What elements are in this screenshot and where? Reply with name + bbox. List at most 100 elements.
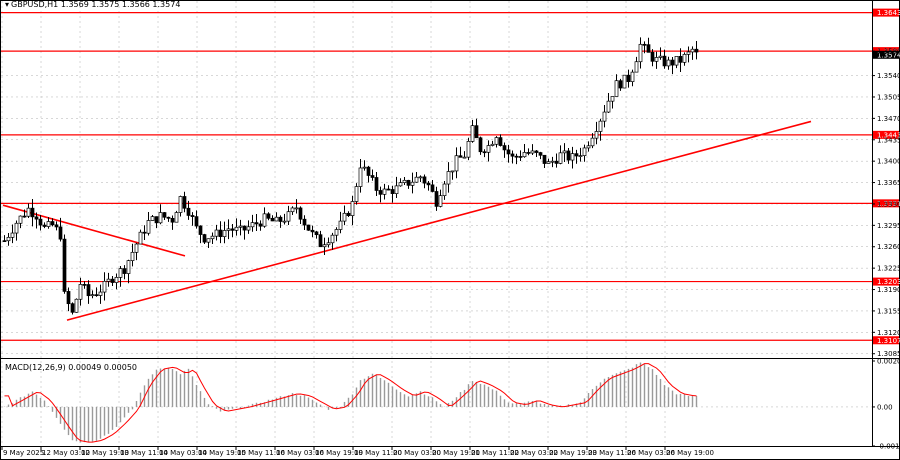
macd-signal-line bbox=[4, 363, 697, 443]
candle-body bbox=[42, 224, 47, 227]
time-tick-label: 26 May 19:00 bbox=[666, 449, 714, 457]
candle-body bbox=[166, 216, 171, 219]
candle-body bbox=[370, 175, 375, 178]
price-tick-label: 1.3225 bbox=[877, 265, 900, 273]
candle-body bbox=[190, 215, 195, 217]
macd-panel: 0.00207 0.00 -0.00176 bbox=[1, 358, 900, 451]
candle-body bbox=[558, 152, 563, 164]
price-tick-label: 1.3190 bbox=[877, 286, 900, 294]
price-tick-label: 1.3155 bbox=[877, 307, 900, 315]
price-tick-label: 1.3120 bbox=[877, 329, 900, 337]
candle-body bbox=[582, 147, 587, 156]
time-tick-label: 22 May 19:00 bbox=[549, 449, 597, 457]
level-price-label: 1.3331 bbox=[877, 200, 900, 208]
candle-body bbox=[234, 226, 239, 231]
candle-body bbox=[310, 229, 315, 233]
candle-body bbox=[322, 244, 327, 248]
price-tick-label: 1.3435 bbox=[877, 136, 900, 144]
candle-body bbox=[222, 230, 227, 238]
candle-body bbox=[186, 207, 191, 216]
candle-body bbox=[34, 216, 39, 220]
time-tick-label: 20 May 03:00 bbox=[393, 449, 441, 457]
macd-tick-label: 0.00207 bbox=[877, 358, 900, 366]
time-tick-label: 16 May 03:00 bbox=[276, 449, 324, 457]
candle-body bbox=[450, 170, 455, 173]
candle-body bbox=[602, 111, 607, 122]
price-tick-label: 1.3295 bbox=[877, 222, 900, 230]
candle-body bbox=[626, 74, 631, 82]
candle-body bbox=[598, 120, 603, 132]
candle-body bbox=[646, 44, 651, 53]
candle-body bbox=[274, 216, 279, 222]
candle-body bbox=[106, 278, 111, 282]
time-tick-label: 26 May 03:00 bbox=[627, 449, 675, 457]
candle-body bbox=[162, 212, 167, 218]
level-price-label: 1.3203 bbox=[877, 278, 900, 286]
macd-tick-label: 0.00 bbox=[877, 403, 893, 411]
candle-body bbox=[578, 155, 583, 157]
candle-body bbox=[18, 215, 23, 224]
trend-line bbox=[66, 120, 812, 321]
candle-body bbox=[534, 150, 539, 153]
candle-body bbox=[38, 218, 43, 226]
current-price-label: 1.3574 bbox=[877, 51, 900, 59]
candle-body bbox=[266, 213, 271, 219]
price-tick-label: 1.3580 bbox=[877, 48, 900, 56]
candle-body bbox=[290, 207, 295, 213]
candle-body bbox=[150, 216, 155, 221]
candle-body bbox=[74, 298, 79, 313]
candle-body bbox=[62, 238, 67, 292]
candle-body bbox=[462, 156, 467, 159]
candle-body bbox=[682, 54, 687, 63]
candle-body bbox=[406, 179, 411, 186]
candle-body bbox=[458, 155, 463, 158]
grid bbox=[1, 0, 899, 447]
candle-body bbox=[314, 231, 319, 236]
level-price-label: 1.3107 bbox=[877, 337, 900, 345]
price-tick-label: 1.3470 bbox=[877, 115, 900, 123]
candle-body bbox=[490, 143, 495, 146]
candle-body bbox=[678, 56, 683, 63]
candle-body bbox=[230, 228, 235, 231]
candle-body bbox=[98, 291, 103, 296]
candle-body bbox=[566, 150, 571, 161]
candle-body bbox=[650, 52, 655, 62]
candle-body bbox=[670, 59, 675, 66]
time-tick-label: 12 May 03:00 bbox=[42, 449, 90, 457]
level-price-badge bbox=[873, 336, 899, 345]
candle-body bbox=[494, 137, 499, 145]
candle-body bbox=[298, 207, 303, 220]
candle-body bbox=[306, 224, 311, 231]
candle-body bbox=[54, 224, 59, 228]
candle-body bbox=[86, 284, 91, 297]
candle-body bbox=[206, 238, 211, 243]
candle-body bbox=[278, 216, 283, 222]
candle-body bbox=[586, 145, 591, 149]
time-tick-label: 19 May 11:00 bbox=[354, 449, 402, 457]
time-tick-label: 22 May 03:00 bbox=[510, 449, 558, 457]
candle-body bbox=[26, 207, 31, 217]
candle-body bbox=[182, 196, 187, 209]
candle-body bbox=[50, 221, 55, 226]
candle-body bbox=[94, 294, 99, 297]
candle-body bbox=[638, 43, 643, 63]
candle-body bbox=[258, 223, 263, 227]
candle-body bbox=[470, 125, 475, 142]
chart-title: ▾ GBPUSD,H1 1.3569 1.3575 1.3566 1.3574 bbox=[5, 0, 180, 9]
candle-body bbox=[642, 43, 647, 46]
candle-body bbox=[378, 190, 383, 195]
time-tick-label: 14 May 19:00 bbox=[198, 449, 246, 457]
price-tick-label: 1.3540 bbox=[877, 72, 900, 80]
time-tick-label: 23 May 11:00 bbox=[588, 449, 636, 457]
candle-body bbox=[674, 56, 679, 66]
candle-body bbox=[198, 225, 203, 235]
candle-body bbox=[366, 166, 371, 176]
candle-body bbox=[390, 189, 395, 194]
level-price-badge bbox=[873, 8, 899, 17]
candle-body bbox=[522, 152, 527, 158]
candle-body bbox=[382, 188, 387, 195]
price-axis: 1.3580 1.3540 1.3505 1.3470 1.3435 1.3400 1.33… bbox=[872, 48, 900, 358]
candle-body bbox=[694, 48, 699, 53]
